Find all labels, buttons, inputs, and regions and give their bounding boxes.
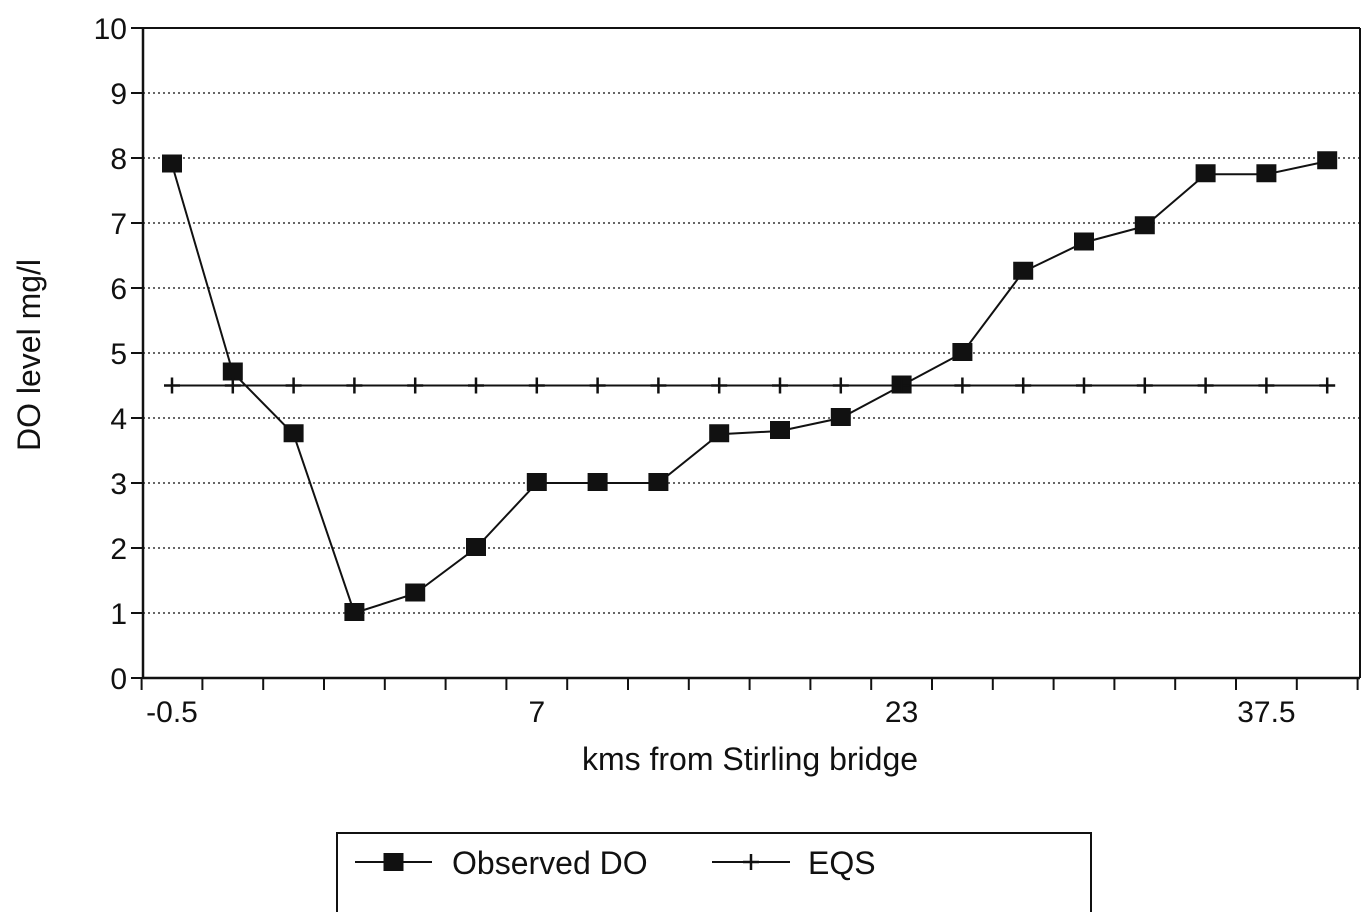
series-1-point-8: [650, 377, 667, 394]
series-0-point-16: [1134, 216, 1155, 235]
series-1-point-10: [772, 377, 788, 394]
series-0-point-19: [1317, 151, 1338, 170]
x-tick-label-18: 37.5: [1237, 696, 1295, 729]
legend-label-0: Observed DO: [452, 845, 648, 881]
x-tick-label-6: 7: [528, 696, 545, 729]
series-0-point-13: [952, 343, 973, 361]
y-tick-label-9: 9: [110, 78, 127, 111]
series-0-point-17: [1195, 164, 1216, 183]
series-0-point-4: [405, 583, 426, 602]
series-0-point-14: [1013, 261, 1034, 280]
y-tick-label-3: 3: [110, 468, 127, 501]
series-0-point-5: [466, 538, 486, 556]
series-1-point-7: [589, 377, 606, 394]
legend-entry-0: Observed DO: [355, 845, 648, 881]
series-line-0: [171, 160, 1328, 615]
series-1-point-3: [346, 377, 363, 394]
series-0-point-8: [648, 473, 669, 491]
series-1-point-11: [832, 377, 849, 394]
series-1-point-13: [954, 377, 971, 394]
series-1-point-6: [528, 377, 545, 394]
legend-box: [336, 832, 1092, 912]
series-0-point-6: [526, 473, 547, 491]
legend-label-1: EQS: [808, 845, 876, 881]
series: [162, 151, 1338, 621]
series-1-point-0: [164, 377, 180, 394]
series-0-point-10: [770, 421, 790, 439]
series-1-point-14: [1015, 377, 1032, 394]
y-tick-label-2: 2: [110, 533, 127, 566]
legend: Observed DO EQS: [336, 832, 1092, 912]
series-0-point-1: [222, 362, 243, 381]
axes: [131, 27, 1361, 690]
x-axis-title: kms from Stirling bridge: [582, 741, 918, 777]
y-axis-title: DO level mg/l: [11, 259, 47, 451]
y-tick-label-10: 10: [94, 13, 127, 46]
series-0-point-15: [1074, 232, 1094, 251]
y-tick-label-0: 0: [110, 663, 127, 696]
series-1-point-19: [1319, 377, 1336, 394]
y-tick-label-4: 4: [110, 403, 127, 436]
series-0-point-9: [709, 424, 730, 443]
series-1-point-17: [1197, 377, 1214, 394]
y-tick-label-5: 5: [110, 338, 127, 371]
legend-entry-1: EQS: [712, 845, 876, 881]
series-1-point-2: [285, 377, 302, 394]
legend-marker-1: [743, 854, 759, 870]
series-0-point-0: [162, 154, 182, 173]
y-tick-label-8: 8: [110, 143, 127, 176]
series-1-point-12: [893, 377, 910, 394]
series-0-point-2: [283, 424, 304, 443]
series-1-point-5: [468, 377, 484, 394]
legend-marker-0: [383, 853, 404, 871]
series-1-point-4: [407, 377, 424, 394]
series-0-point-3: [344, 603, 365, 621]
x-tick-label-12: 23: [885, 696, 918, 729]
y-tick-label-7: 7: [110, 208, 127, 241]
series-0-point-11: [830, 408, 851, 426]
series-0: [162, 151, 1338, 621]
series-1-point-18: [1258, 377, 1275, 394]
x-tick-label-0: -0.5: [146, 696, 198, 729]
series-1: [164, 377, 1336, 394]
series-1-point-9: [711, 377, 728, 394]
y-tick-label-1: 1: [110, 598, 127, 631]
series-0-point-7: [587, 473, 608, 491]
series-1-point-16: [1136, 377, 1153, 394]
series-0-point-18: [1256, 164, 1277, 183]
y-tick-label-6: 6: [110, 273, 127, 306]
series-1-point-15: [1076, 377, 1092, 394]
series-1-point-1: [224, 377, 241, 394]
